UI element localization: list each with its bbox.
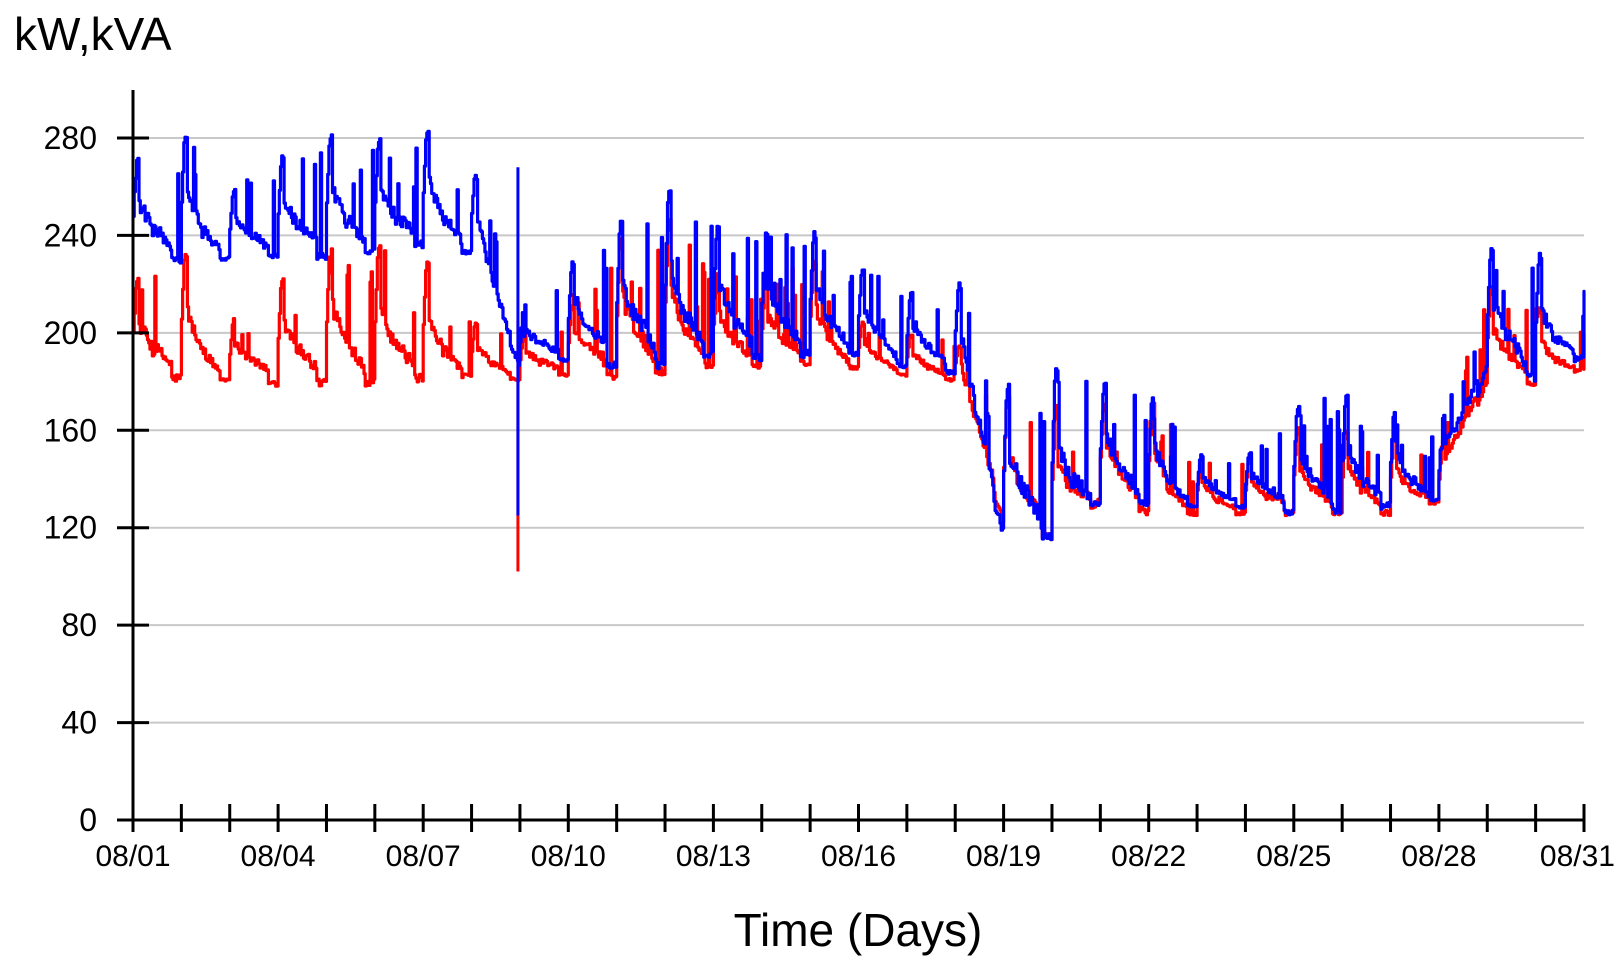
y-tick-label: 40	[61, 705, 97, 741]
y-tick-label: 280	[44, 120, 97, 156]
y-tick-label: 240	[44, 217, 97, 253]
x-tick-label: 08/28	[1401, 840, 1476, 873]
x-tick-label: 08/10	[531, 840, 606, 873]
y-tick-label: 160	[44, 412, 97, 448]
y-tick-label: 0	[79, 802, 97, 838]
x-tick-label: 08/19	[966, 840, 1041, 873]
x-tick-label: 08/16	[821, 840, 896, 873]
y-tick-label: 120	[44, 510, 97, 546]
x-tick-label: 08/31	[1540, 840, 1615, 873]
x-tick-label: 08/01	[95, 840, 170, 873]
x-axis-label: Time (Days)	[734, 904, 983, 956]
y-tick-label: 80	[61, 607, 97, 643]
y-axis-label: kW,kVA	[14, 8, 172, 60]
x-tick-label: 08/22	[1111, 840, 1186, 873]
series-line	[132, 129, 1586, 542]
series-line	[132, 218, 1586, 542]
x-tick-label: 08/07	[386, 840, 461, 873]
y-tick-label: 200	[44, 315, 97, 351]
x-tick-label: 08/13	[676, 840, 751, 873]
x-ticks: 08/01 08/04 08/07 08/10 08/13 08/16 08/19 08/22…	[95, 804, 1615, 873]
series-layer	[132, 129, 1586, 572]
x-tick-label: 08/04	[241, 840, 316, 873]
x-tick-label: 08/25	[1256, 840, 1331, 873]
